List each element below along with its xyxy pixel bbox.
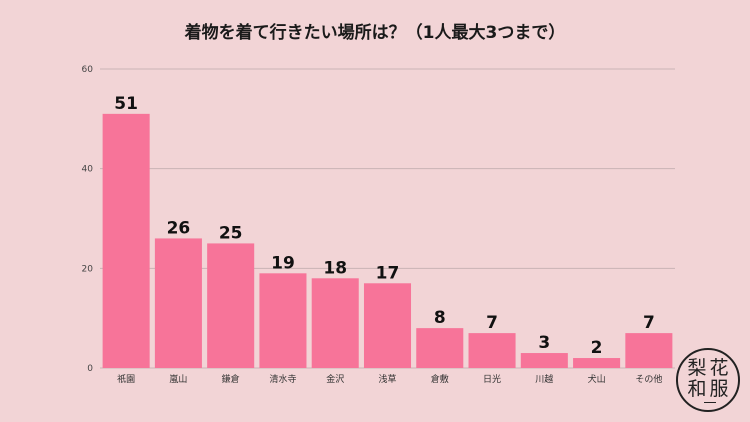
x-tick-label: 川越 (535, 373, 553, 385)
data-label: 51 (114, 94, 138, 114)
x-tick-label: 犬山 (588, 373, 606, 385)
bar (154, 238, 202, 368)
data-label: 25 (219, 223, 243, 243)
logo-char: 梨 (687, 357, 707, 379)
bar (207, 243, 255, 368)
data-label: 7 (643, 313, 655, 333)
data-label: 8 (434, 308, 446, 328)
bar (520, 353, 568, 368)
x-tick-label: 金沢 (326, 373, 344, 385)
data-label: 3 (538, 333, 550, 353)
bar (625, 333, 673, 368)
bar (102, 113, 150, 368)
logo-char: 和 (687, 378, 707, 400)
x-tick-label: 日光 (483, 373, 501, 385)
logo-char: 服 (709, 378, 729, 400)
bar (363, 283, 412, 368)
data-label: 19 (271, 253, 295, 273)
bar (468, 333, 516, 368)
x-tick-label: 祇園 (117, 373, 135, 385)
data-label: 26 (167, 218, 191, 238)
data-label: 17 (376, 263, 400, 283)
y-tick-label: 20 (82, 264, 94, 274)
x-tick-label: 清水寺 (269, 373, 296, 385)
data-label: 7 (486, 313, 498, 333)
y-tick-label: 40 (82, 165, 94, 175)
bar (259, 273, 307, 368)
data-label: 2 (591, 338, 603, 358)
y-tick-label: 0 (87, 364, 93, 374)
x-tick-label: 鎌倉 (222, 373, 240, 385)
x-tick-label: 嵐山 (169, 374, 187, 385)
bar (311, 278, 359, 368)
x-tick-label: 倉敷 (431, 373, 449, 385)
brand-logo: 梨 花 和 服 (676, 348, 740, 412)
x-tick-label: その他 (635, 373, 662, 385)
bar (416, 328, 464, 368)
x-tick-label: 浅草 (378, 373, 396, 385)
chart-title: 着物を着て行きたい場所は？（1人最大3つまで） (184, 23, 566, 43)
data-label: 18 (323, 258, 347, 278)
bar (573, 358, 621, 368)
y-tick-label: 60 (82, 65, 94, 75)
logo-char: 花 (709, 357, 729, 379)
